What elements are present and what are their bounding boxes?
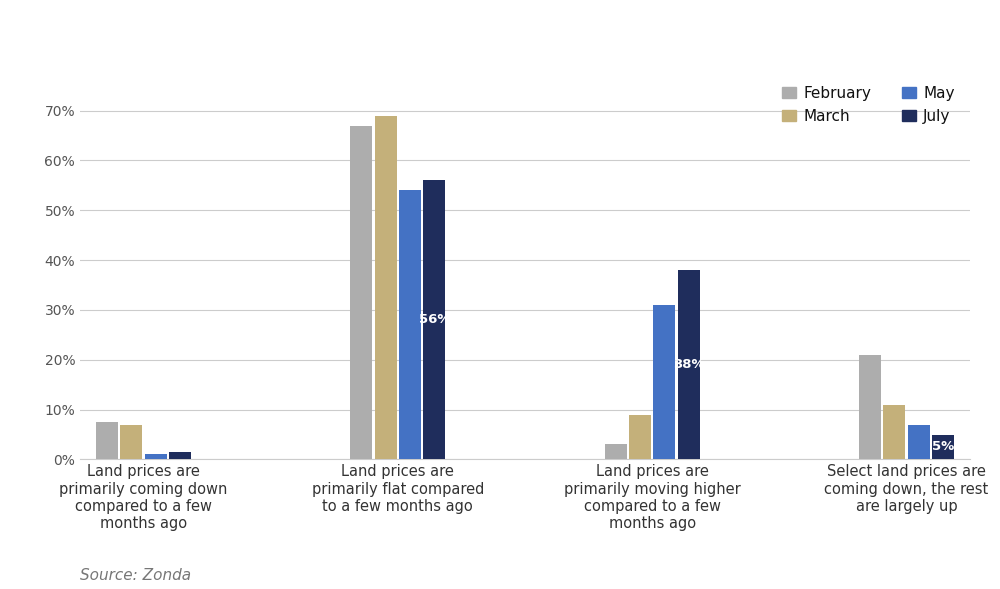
Bar: [678, 270, 700, 459]
Text: 38%: 38%: [673, 358, 704, 371]
Bar: [605, 445, 627, 459]
Bar: [629, 415, 651, 459]
Bar: [350, 125, 372, 459]
Bar: [908, 425, 930, 459]
Bar: [120, 425, 142, 459]
Text: Source: Zonda: Source: Zonda: [80, 568, 191, 583]
Bar: [653, 305, 675, 459]
Bar: [169, 452, 191, 459]
Text: 5%: 5%: [932, 441, 954, 454]
Bar: [145, 455, 167, 459]
Bar: [859, 355, 881, 459]
Bar: [932, 435, 954, 459]
Text: 56%: 56%: [419, 313, 450, 326]
Legend: February, March, May, July: February, March, May, July: [774, 78, 962, 131]
Bar: [96, 422, 118, 459]
Bar: [375, 115, 397, 459]
Bar: [399, 190, 421, 459]
Bar: [883, 405, 905, 459]
Bar: [423, 180, 445, 459]
